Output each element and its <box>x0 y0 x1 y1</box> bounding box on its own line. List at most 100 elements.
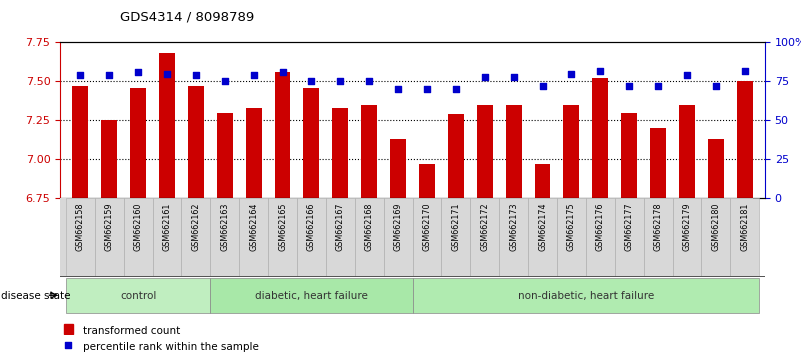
Text: GSM662165: GSM662165 <box>278 202 287 251</box>
Bar <box>72 86 88 198</box>
Text: GDS4314 / 8098789: GDS4314 / 8098789 <box>120 11 255 24</box>
Bar <box>650 128 666 198</box>
Bar <box>557 198 586 276</box>
Text: GSM662163: GSM662163 <box>220 202 229 251</box>
Point <box>276 69 289 75</box>
Bar <box>477 105 493 198</box>
Bar <box>413 278 759 313</box>
Text: diabetic, heart failure: diabetic, heart failure <box>255 291 368 301</box>
Bar <box>101 120 117 198</box>
Bar <box>673 198 702 276</box>
Bar <box>188 86 203 198</box>
Point <box>219 79 231 84</box>
Point <box>507 74 520 80</box>
Bar <box>304 88 320 198</box>
Text: control: control <box>120 291 156 301</box>
Point <box>160 71 173 76</box>
Text: GSM662159: GSM662159 <box>105 202 114 251</box>
Point <box>565 71 578 76</box>
Bar <box>528 198 557 276</box>
Bar <box>123 198 152 276</box>
Bar <box>593 78 608 198</box>
Point <box>652 83 665 89</box>
Point <box>622 83 635 89</box>
Bar <box>563 105 579 198</box>
Bar <box>361 105 377 198</box>
Text: GSM662166: GSM662166 <box>307 202 316 251</box>
Point <box>478 74 491 80</box>
Bar <box>534 164 550 198</box>
Text: GSM662162: GSM662162 <box>191 202 200 251</box>
Bar <box>275 72 291 198</box>
Bar <box>499 198 528 276</box>
Bar <box>217 113 232 198</box>
Bar <box>644 198 673 276</box>
Bar <box>159 53 175 198</box>
Point <box>421 86 433 92</box>
Bar <box>448 114 464 198</box>
Bar <box>268 198 297 276</box>
Text: GSM662177: GSM662177 <box>625 202 634 251</box>
Point <box>74 72 87 78</box>
Text: GSM662169: GSM662169 <box>393 202 403 251</box>
Bar <box>332 108 348 198</box>
Text: GSM662160: GSM662160 <box>134 202 143 251</box>
Text: GSM662172: GSM662172 <box>481 202 489 251</box>
Bar <box>470 198 499 276</box>
Bar <box>66 278 211 313</box>
Bar <box>95 198 123 276</box>
Text: GSM662176: GSM662176 <box>596 202 605 251</box>
Text: percentile rank within the sample: percentile rank within the sample <box>83 342 260 352</box>
Point <box>334 79 347 84</box>
Point <box>248 72 260 78</box>
Point <box>62 342 74 348</box>
Bar <box>211 198 239 276</box>
Bar <box>586 198 614 276</box>
Text: GSM662170: GSM662170 <box>422 202 432 251</box>
Bar <box>181 198 211 276</box>
Text: GSM662161: GSM662161 <box>163 202 171 251</box>
Text: GSM662164: GSM662164 <box>249 202 258 251</box>
Bar <box>239 198 268 276</box>
Text: GSM662174: GSM662174 <box>538 202 547 251</box>
Bar <box>441 198 470 276</box>
Bar <box>505 105 521 198</box>
Bar <box>413 198 441 276</box>
Text: GSM662168: GSM662168 <box>364 202 374 251</box>
Bar <box>246 108 262 198</box>
Text: GSM662178: GSM662178 <box>654 202 662 251</box>
Point <box>710 83 723 89</box>
Bar <box>679 105 695 198</box>
Point <box>449 86 462 92</box>
Text: GSM662175: GSM662175 <box>567 202 576 251</box>
Point <box>103 72 115 78</box>
Point <box>131 69 144 75</box>
Bar <box>419 164 435 198</box>
Bar <box>731 198 759 276</box>
Bar <box>614 198 644 276</box>
Bar <box>708 139 724 198</box>
Text: non-diabetic, heart failure: non-diabetic, heart failure <box>517 291 654 301</box>
Bar <box>737 81 753 198</box>
Point <box>392 86 405 92</box>
Bar <box>297 198 326 276</box>
Point <box>190 72 203 78</box>
Bar <box>326 198 355 276</box>
Text: GSM662180: GSM662180 <box>711 202 720 251</box>
Bar <box>702 198 731 276</box>
Point <box>363 79 376 84</box>
Text: GSM662179: GSM662179 <box>682 202 691 251</box>
Text: GSM662158: GSM662158 <box>76 202 85 251</box>
Bar <box>384 198 413 276</box>
Text: GSM662173: GSM662173 <box>509 202 518 251</box>
Bar <box>152 198 181 276</box>
Bar <box>622 113 637 198</box>
Text: GSM662167: GSM662167 <box>336 202 344 251</box>
Text: transformed count: transformed count <box>83 326 180 336</box>
Bar <box>64 324 73 334</box>
Bar <box>390 139 406 198</box>
Point <box>739 68 751 73</box>
Text: GSM662181: GSM662181 <box>740 202 749 251</box>
Text: disease state: disease state <box>1 291 70 301</box>
Point <box>594 68 606 73</box>
